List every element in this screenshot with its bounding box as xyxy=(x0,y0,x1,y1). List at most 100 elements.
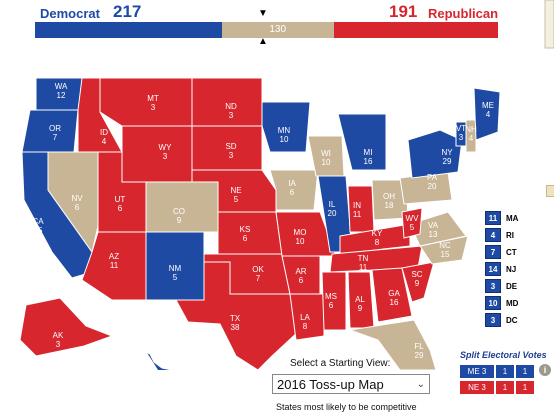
democrat-bar-segment xyxy=(35,22,222,38)
electoral-vote-bar: 130 xyxy=(35,22,498,38)
state-label-ak: AK 3 xyxy=(53,331,64,349)
state-label-ne: NE 5 xyxy=(230,186,241,204)
state-tx[interactable] xyxy=(175,261,301,370)
state-label-ca: CA 55 xyxy=(32,217,44,235)
state-ev-ks: 6 xyxy=(243,234,248,243)
right-edge-decoration xyxy=(544,0,554,49)
state-label-fl: FL 29 xyxy=(414,342,424,360)
split-ne-district-1[interactable]: 1 xyxy=(495,380,515,395)
small-state-ev-de[interactable]: 3 xyxy=(485,279,501,293)
state-in[interactable] xyxy=(347,185,375,233)
state-ia[interactable] xyxy=(269,169,319,211)
state-nh[interactable] xyxy=(465,119,477,153)
small-state-ev-md[interactable]: 10 xyxy=(485,296,501,310)
small-state-list: 11 MA 4 RI 7 CT 14 NJ 3 DE 10 MD 3 DC xyxy=(485,211,518,330)
state-label-wa: WA 12 xyxy=(55,82,68,100)
state-abbr-sd: SD xyxy=(225,142,236,151)
split-ne-district-2[interactable]: 1 xyxy=(515,380,535,395)
small-state-row-nj[interactable]: 14 NJ xyxy=(485,262,518,276)
small-state-row-dc[interactable]: 3 DC xyxy=(485,313,518,327)
midpoint-up-marker-icon: ▲ xyxy=(258,36,268,47)
state-abbr-mn: MN xyxy=(278,126,291,135)
state-ev-nd: 3 xyxy=(229,111,234,120)
state-label-ks: KS 6 xyxy=(240,225,251,243)
state-ky[interactable] xyxy=(339,223,411,255)
state-mt[interactable] xyxy=(99,77,193,127)
state-abbr-id: ID xyxy=(100,128,108,137)
state-ms[interactable] xyxy=(321,271,347,331)
small-state-name-nj: NJ xyxy=(506,264,517,274)
state-mi[interactable] xyxy=(337,113,387,171)
state-ny[interactable] xyxy=(407,129,463,179)
state-ev-or: 7 xyxy=(53,133,58,142)
state-label-oh: OH 18 xyxy=(383,192,395,210)
republican-total: 191 xyxy=(389,2,418,21)
state-abbr-mt: MT xyxy=(147,94,159,103)
state-ev-ne: 5 xyxy=(234,195,239,204)
small-state-name-ct: CT xyxy=(506,247,517,257)
state-ev-ok: 7 xyxy=(256,274,261,283)
republican-label: Republican xyxy=(428,6,499,21)
state-va[interactable] xyxy=(409,211,467,247)
state-label-id: ID 4 xyxy=(100,128,108,146)
state-me[interactable] xyxy=(473,87,501,141)
state-abbr-mi: MI xyxy=(364,148,373,157)
small-state-ev-ri[interactable]: 4 xyxy=(485,228,501,242)
state-label-ia: IA 6 xyxy=(288,179,296,197)
small-state-row-de[interactable]: 3 DE xyxy=(485,279,518,293)
state-ev-ut: 6 xyxy=(118,204,123,213)
state-label-ut: UT 6 xyxy=(115,195,126,213)
small-state-ev-ct[interactable]: 7 xyxy=(485,245,501,259)
state-label-pa: PA 20 xyxy=(427,173,438,191)
state-abbr-fl: FL xyxy=(414,342,424,351)
state-label-va: VA 13 xyxy=(428,221,439,239)
state-label-sc: SC 9 xyxy=(411,270,422,288)
info-icon[interactable]: i xyxy=(539,364,551,376)
tossup-total: 130 xyxy=(269,24,287,35)
small-state-ev-nj[interactable]: 14 xyxy=(485,262,501,276)
side-panel-handle[interactable] xyxy=(546,185,554,197)
state-abbr-tn: TN xyxy=(358,254,369,263)
small-state-row-md[interactable]: 10 MD xyxy=(485,296,518,310)
state-ev-me: 4 xyxy=(486,110,491,119)
state-ev-mo: 10 xyxy=(296,237,305,246)
state-hi[interactable] xyxy=(144,350,174,370)
state-abbr-ms: MS xyxy=(325,292,337,301)
small-state-row-ma[interactable]: 11 MA xyxy=(485,211,518,225)
state-label-wy: WY 3 xyxy=(159,143,173,161)
state-label-ok: OK 7 xyxy=(252,265,264,283)
state-sc[interactable] xyxy=(401,261,435,303)
state-ev-ky: 8 xyxy=(375,238,380,247)
starting-view-selected: 2016 Toss-up Map xyxy=(277,376,384,392)
state-abbr-ak: AK xyxy=(53,331,64,340)
state-la[interactable] xyxy=(289,293,325,341)
state-ga[interactable] xyxy=(371,267,413,323)
state-wv[interactable] xyxy=(401,207,423,239)
midpoint-down-marker-icon: ▼ xyxy=(258,8,268,19)
split-row-me: ME 3 1 1 xyxy=(459,364,535,379)
state-wy[interactable] xyxy=(121,125,193,183)
state-abbr-sc: SC xyxy=(411,270,422,279)
state-abbr-wy: WY xyxy=(159,143,173,152)
split-me-district-2[interactable]: 1 xyxy=(515,364,535,379)
state-abbr-co: CO xyxy=(173,207,185,216)
split-me-district-1[interactable]: 1 xyxy=(495,364,515,379)
state-label-ga: GA 16 xyxy=(388,289,400,307)
state-fl[interactable] xyxy=(349,319,437,370)
state-label-mi: MI 16 xyxy=(364,148,373,166)
state-ev-mn: 10 xyxy=(280,135,289,144)
starting-view-select[interactable]: 2016 Toss-up Map ⌄ xyxy=(272,374,430,394)
small-state-row-ct[interactable]: 7 CT xyxy=(485,245,518,259)
state-label-tx: TX 38 xyxy=(230,314,241,332)
state-abbr-nh: NH xyxy=(465,125,477,134)
state-ak[interactable] xyxy=(19,297,114,357)
state-ev-ca: 55 xyxy=(34,226,43,235)
republican-bar-segment xyxy=(333,22,498,38)
small-state-ev-ma[interactable]: 11 xyxy=(485,211,501,225)
state-label-nv: NV 6 xyxy=(71,194,83,212)
small-state-ev-dc[interactable]: 3 xyxy=(485,313,501,327)
state-mn[interactable] xyxy=(261,101,311,153)
split-row-ne: NE 3 1 1 xyxy=(459,380,535,395)
state-ev-mt: 3 xyxy=(151,103,156,112)
small-state-row-ri[interactable]: 4 RI xyxy=(485,228,518,242)
